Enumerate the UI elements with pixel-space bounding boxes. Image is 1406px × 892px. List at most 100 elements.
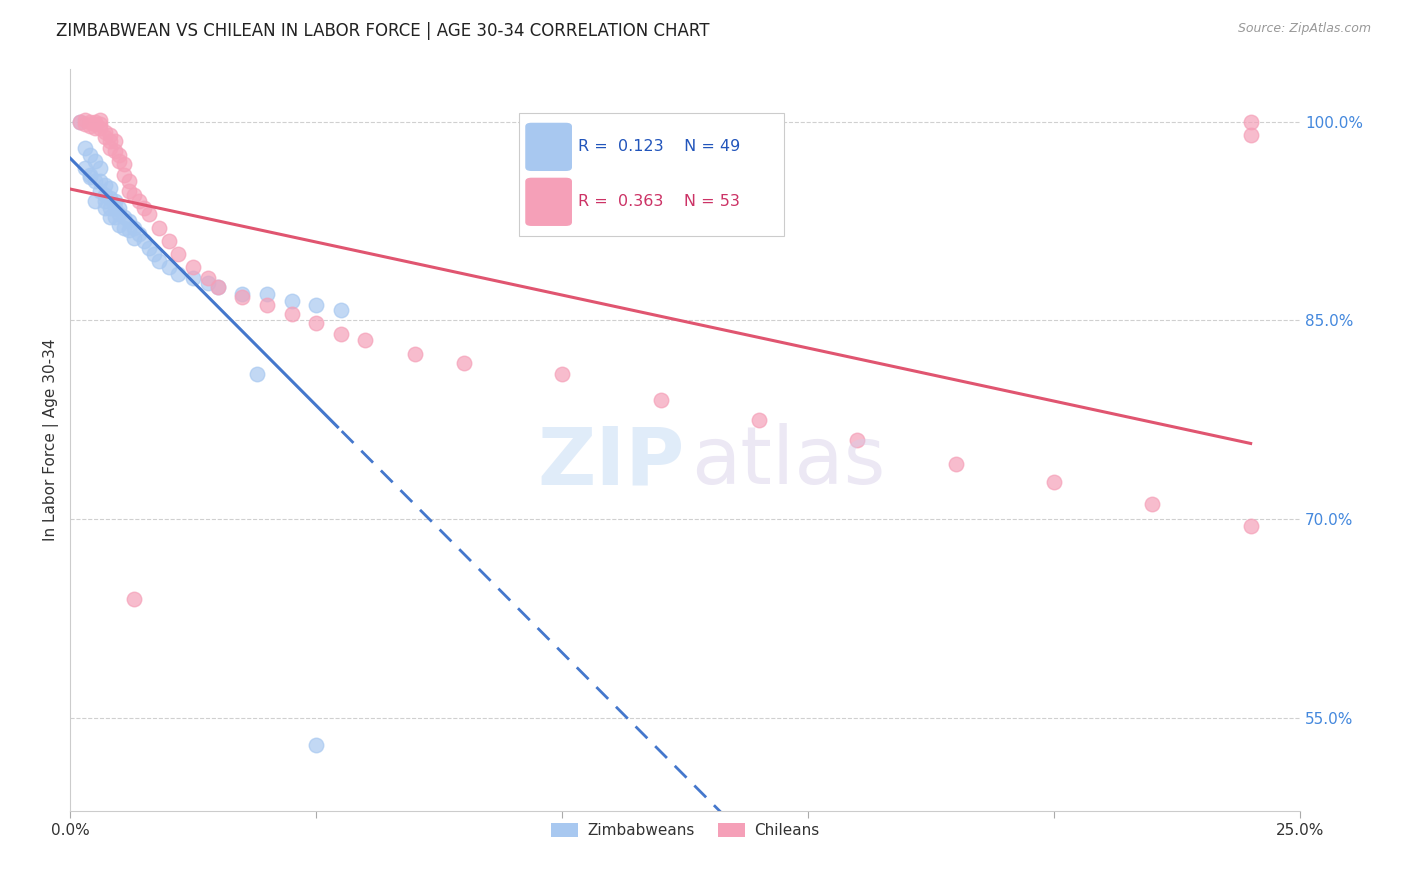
Point [148, 253, 170, 268]
Point [103, 194, 125, 208]
Point [157, 234, 180, 248]
Point [1240, 519, 1263, 533]
Point [132, 234, 155, 248]
Point [89, 113, 111, 128]
Point [98, 141, 121, 155]
Point [231, 287, 253, 301]
Point [329, 302, 352, 317]
Point [354, 334, 377, 348]
Point [138, 241, 160, 255]
Y-axis label: In Labor Force | Age 30-34: In Labor Force | Age 30-34 [44, 339, 59, 541]
Point [128, 194, 150, 208]
Point [256, 297, 278, 311]
Point [112, 157, 135, 171]
Point [98, 181, 121, 195]
Point [103, 210, 125, 224]
Point [98, 201, 121, 215]
Point [305, 297, 328, 311]
Point [280, 307, 302, 321]
Point [122, 187, 145, 202]
Point [89, 121, 111, 136]
Point [103, 201, 125, 215]
Point [79, 114, 101, 128]
Point [197, 277, 219, 291]
Point [207, 280, 229, 294]
Text: R =  0.123    N = 49: R = 0.123 N = 49 [578, 139, 741, 154]
Point [122, 231, 145, 245]
Point [118, 223, 141, 237]
Point [118, 214, 141, 228]
Point [83, 121, 105, 136]
Text: Source: ZipAtlas.com: Source: ZipAtlas.com [1237, 22, 1371, 36]
Point [329, 326, 352, 341]
Point [181, 271, 204, 285]
Point [157, 260, 180, 275]
Point [846, 433, 869, 447]
Point [108, 218, 131, 232]
Point [167, 267, 190, 281]
Point [108, 154, 131, 169]
Point [93, 187, 115, 202]
Point [93, 125, 115, 139]
Point [122, 592, 145, 607]
Point [650, 393, 672, 408]
Point [79, 119, 101, 133]
Point [551, 367, 574, 381]
Point [280, 293, 302, 308]
Point [93, 201, 115, 215]
Point [83, 154, 105, 169]
Point [98, 128, 121, 142]
Point [108, 201, 131, 215]
Point [108, 207, 131, 221]
Point [108, 147, 131, 161]
Point [73, 141, 96, 155]
Point [1240, 128, 1263, 142]
Text: ZIMBABWEAN VS CHILEAN IN LABOR FORCE | AGE 30-34 CORRELATION CHART: ZIMBABWEAN VS CHILEAN IN LABOR FORCE | A… [56, 22, 710, 40]
Point [748, 413, 770, 427]
Text: R =  0.363    N = 53: R = 0.363 N = 53 [578, 194, 740, 209]
Point [453, 356, 475, 370]
Point [79, 170, 101, 185]
Point [103, 144, 125, 158]
Point [69, 114, 91, 128]
Point [89, 117, 111, 131]
Point [142, 247, 165, 261]
Point [93, 178, 115, 193]
Point [73, 161, 96, 175]
Point [98, 210, 121, 224]
Point [69, 114, 91, 128]
Point [231, 290, 253, 304]
Point [118, 174, 141, 188]
Point [118, 184, 141, 198]
Point [103, 135, 125, 149]
Point [93, 194, 115, 208]
Point [207, 280, 229, 294]
Point [112, 220, 135, 235]
Point [98, 192, 121, 206]
Point [83, 114, 105, 128]
Text: ZIP: ZIP [538, 423, 685, 501]
Bar [519, 113, 783, 235]
Point [83, 194, 105, 208]
Point [404, 346, 426, 360]
Point [1240, 114, 1263, 128]
Point [79, 168, 101, 182]
Point [98, 135, 121, 149]
Point [132, 201, 155, 215]
Point [305, 316, 328, 330]
Text: atlas: atlas [692, 423, 886, 501]
Point [945, 457, 967, 471]
Point [305, 738, 328, 752]
Point [112, 210, 135, 224]
Point [122, 220, 145, 235]
FancyBboxPatch shape [526, 123, 572, 171]
Point [1142, 496, 1164, 510]
Point [93, 130, 115, 145]
Point [1043, 475, 1066, 490]
Point [256, 287, 278, 301]
Point [148, 220, 170, 235]
Point [246, 367, 269, 381]
Point [89, 174, 111, 188]
Point [197, 271, 219, 285]
Point [73, 113, 96, 128]
